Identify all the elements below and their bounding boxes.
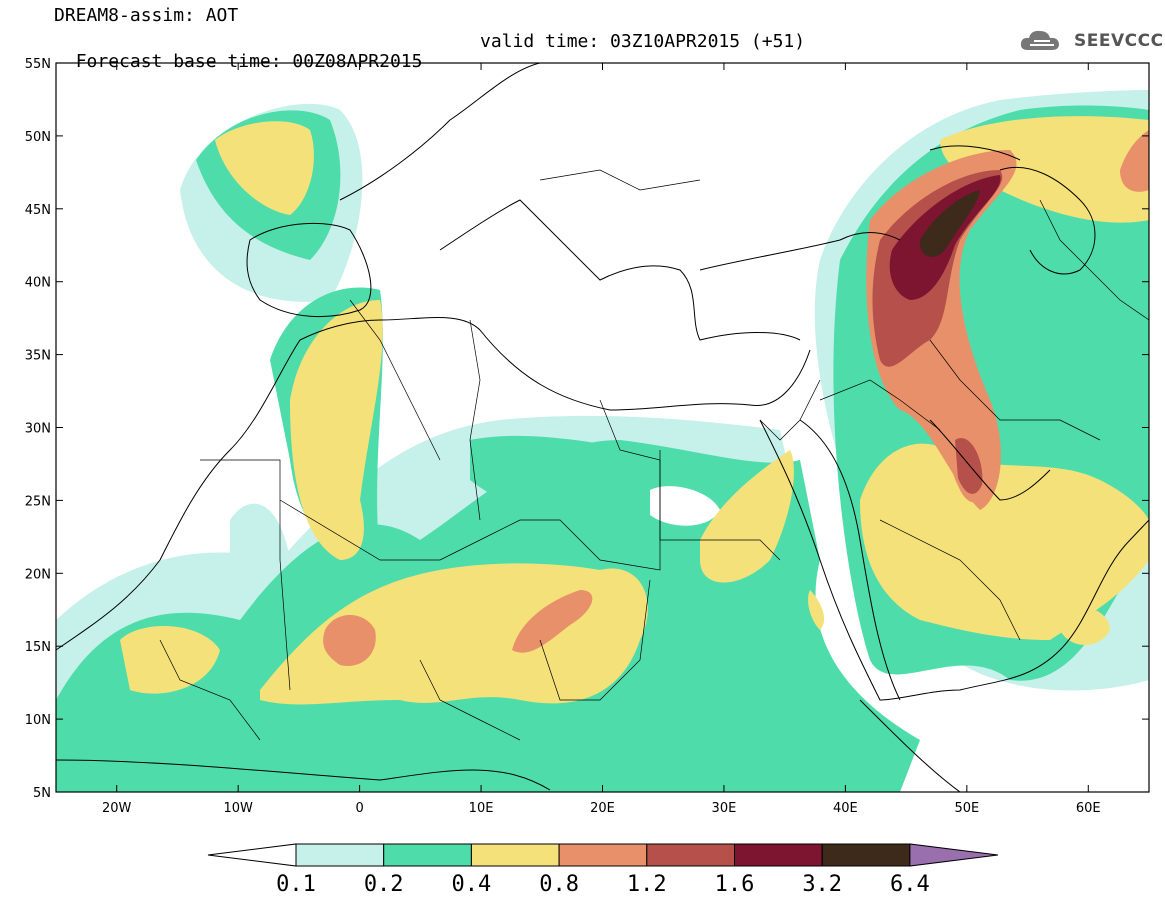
colorbar-segment	[295, 843, 385, 867]
colorbar-segment	[383, 843, 472, 867]
logo-text: SEEVCCC	[1074, 31, 1164, 51]
lon-tick-label: 10E	[469, 801, 494, 816]
lat-tick-label: 40N	[25, 276, 51, 291]
lat-tick-label: 45N	[25, 203, 51, 218]
lon-tick-label: 20W	[102, 801, 132, 816]
latitude-axis: 5N 10N 15N 20N 25N 30N 35N 40N 45N 50N 55N	[25, 57, 1149, 801]
aot-band-3.2	[919, 190, 980, 257]
cloud-icon	[1020, 30, 1059, 50]
seevccc-logo: SEEVCCC	[1018, 26, 1163, 56]
colorbar-label: 0.8	[539, 872, 579, 897]
colorbar-label: 3.2	[802, 872, 843, 897]
colorbar-label: 0.4	[451, 872, 492, 897]
map-title: DREAM8-assim: AOT	[54, 5, 239, 26]
base-time: Forecast base time: 00Z08APR2015	[75, 51, 423, 72]
lat-tick-label: 5N	[33, 786, 51, 801]
colorbar-segment	[734, 843, 823, 867]
coastlines	[56, 63, 1149, 792]
colorbar-segment	[470, 843, 560, 867]
colorbar-segment	[646, 843, 735, 867]
lat-tick-label: 20N	[25, 567, 51, 582]
lon-tick-label: 20E	[590, 801, 615, 816]
colorbar-label: 0.1	[276, 872, 316, 897]
colorbar-segment	[558, 843, 648, 867]
aot-band-0.4	[120, 116, 1149, 705]
lat-tick-label: 55N	[25, 57, 51, 72]
colorbar-under-triangle	[207, 843, 297, 867]
lon-tick-label: 50E	[954, 801, 979, 816]
longitude-axis: 20W 10W 0 10E 20E 30E 40E 50E 60E	[102, 63, 1101, 816]
lon-tick-label: 40E	[833, 801, 858, 816]
lat-tick-label: 25N	[25, 494, 51, 509]
lon-tick-label: 30E	[712, 801, 737, 816]
lat-tick-label: 30N	[25, 422, 51, 437]
country-borders	[159, 169, 1149, 741]
lon-tick-label: 60E	[1076, 801, 1101, 816]
forecast-times: Forecast base time: 00Z08APR2015 valid ti…	[54, 32, 805, 72]
aot-field	[56, 63, 1149, 792]
colorbar-segment	[821, 843, 911, 867]
colorbar-over-triangle	[909, 843, 998, 867]
colorbar-label: 1.6	[714, 872, 755, 897]
lat-tick-label: 50N	[25, 130, 51, 145]
lat-tick-label: 35N	[25, 349, 51, 364]
valid-time: valid time: 03Z10APR2015 (+51)	[480, 31, 806, 52]
colorbar-label: 6.4	[890, 872, 930, 897]
lon-tick-label: 0	[355, 801, 363, 816]
lat-tick-label: 15N	[25, 640, 51, 655]
colorbar	[207, 843, 998, 867]
lat-tick-label: 10N	[25, 713, 51, 728]
colorbar-label: 1.2	[626, 872, 667, 897]
colorbar-label: 0.2	[363, 872, 404, 897]
lon-tick-label: 10W	[223, 801, 253, 816]
